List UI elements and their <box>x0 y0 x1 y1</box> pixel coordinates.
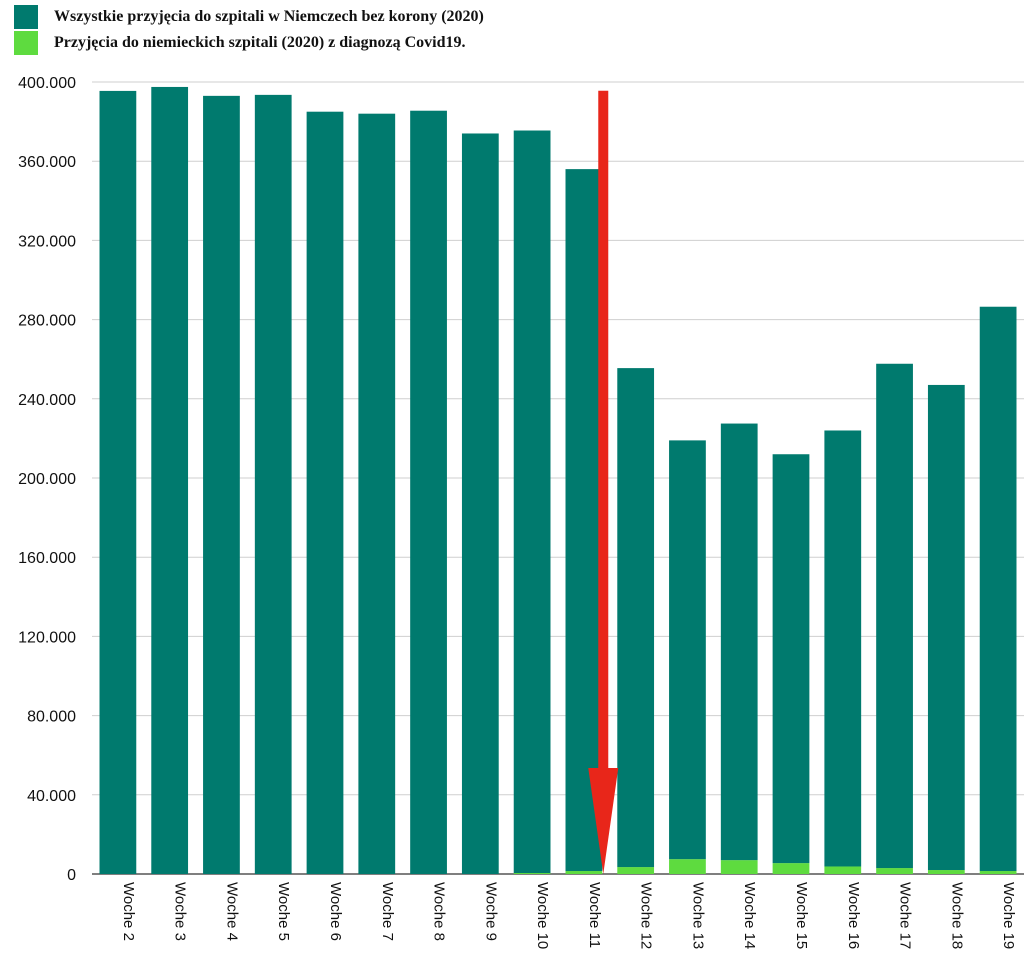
bar-non-covid-segment <box>772 454 810 864</box>
x-tick-label: Woche 3 <box>172 882 189 941</box>
bar-covid-segment <box>513 873 551 874</box>
y-tick-label: 120.000 <box>18 629 76 646</box>
x-tick-label: Woche 5 <box>275 882 292 941</box>
bar-non-covid-segment <box>151 86 189 874</box>
x-tick-label: Woche 12 <box>638 882 655 949</box>
x-tick-label: Woche 2 <box>120 882 137 941</box>
y-tick-label: 320.000 <box>18 233 76 250</box>
bar-non-covid-segment <box>927 384 965 871</box>
y-tick-label: 40.000 <box>27 788 76 805</box>
bar-non-covid-segment <box>565 169 603 872</box>
bar-non-covid-segment <box>254 94 292 875</box>
x-tick-label: Woche 15 <box>793 882 810 949</box>
x-tick-label: Woche 14 <box>741 882 758 949</box>
x-tick-label: Woche 7 <box>379 882 396 941</box>
bar-non-covid-segment <box>306 111 344 874</box>
bar-covid-segment <box>876 868 913 874</box>
bar-non-covid-segment <box>824 430 862 867</box>
bar-covid-segment <box>979 871 1017 874</box>
bar-non-covid-segment <box>720 423 758 861</box>
annotation-arrow <box>588 90 619 874</box>
bar-non-covid-segment <box>513 130 551 874</box>
x-tick-label: Woche 18 <box>948 882 965 949</box>
bar-covid-segment <box>617 867 655 874</box>
bar-covid-segment <box>720 860 758 874</box>
legend-label-covid-admissions: Przyjęcia do niemieckich szpitali (2020)… <box>54 34 466 51</box>
x-tick-label: Woche 10 <box>534 882 551 949</box>
x-tick-label: Woche 4 <box>223 882 240 941</box>
y-tick-label: 240.000 <box>18 392 76 409</box>
bar-covid-segment <box>669 859 706 874</box>
legend: Wszystkie przyjęcia do szpitali w Niemcz… <box>14 4 484 56</box>
legend-swatch-all-admissions <box>14 5 38 29</box>
x-axis-labels: Woche 2 Woche 3 Woche 4 Woche 5 Woche 6 Woche… <box>120 882 1017 949</box>
x-tick-label: Woche 13 <box>689 882 706 949</box>
bar-non-covid-segment <box>876 363 913 869</box>
y-tick-label: 280.000 <box>18 313 76 330</box>
bars <box>99 86 1017 875</box>
legend-label-all-admissions: Wszystkie przyjęcia do szpitali w Niemcz… <box>54 8 484 25</box>
y-tick-label: 160.000 <box>18 550 76 567</box>
y-axis-ticks: 0 40.000 80.000 120.000 160.000 200.000 240.00… <box>18 75 76 884</box>
y-tick-label: 360.000 <box>18 154 76 171</box>
y-tick-label: 0 <box>67 867 76 884</box>
y-tick-label: 400.000 <box>18 75 76 92</box>
legend-swatch-covid-admissions <box>14 31 38 55</box>
legend-item-covid-admissions: Przyjęcia do niemieckich szpitali (2020)… <box>14 30 484 56</box>
bar-covid-segment <box>565 871 603 874</box>
x-tick-label: Woche 19 <box>1000 882 1017 949</box>
arrow-shaft <box>598 90 609 771</box>
bar-non-covid-segment <box>669 440 706 860</box>
legend-item-all-admissions: Wszystkie przyjęcia do szpitali w Niemcz… <box>14 4 484 30</box>
y-tick-label: 200.000 <box>18 471 76 488</box>
arrow-head <box>588 768 619 874</box>
x-tick-label: Woche 16 <box>845 882 862 949</box>
x-tick-label: Woche 6 <box>327 882 344 941</box>
x-tick-label: Woche 17 <box>897 882 914 949</box>
bar-covid-segment <box>772 863 810 874</box>
x-tick-label: Woche 11 <box>586 882 603 948</box>
y-tick-label: 80.000 <box>27 709 76 726</box>
x-tick-label: Woche 8 <box>431 882 448 941</box>
bar-non-covid-segment <box>461 133 499 875</box>
grid-lines <box>92 81 1024 875</box>
bar-non-covid-segment <box>617 368 655 868</box>
bar-covid-segment <box>824 866 862 874</box>
bar-non-covid-segment <box>203 95 240 875</box>
bar-non-covid-segment <box>979 306 1017 872</box>
bar-non-covid-segment <box>410 110 447 874</box>
bar-covid-segment <box>927 870 965 874</box>
bar-non-covid-segment <box>99 90 137 874</box>
bar-non-covid-segment <box>358 113 396 875</box>
x-tick-label: Woche 9 <box>482 882 499 941</box>
